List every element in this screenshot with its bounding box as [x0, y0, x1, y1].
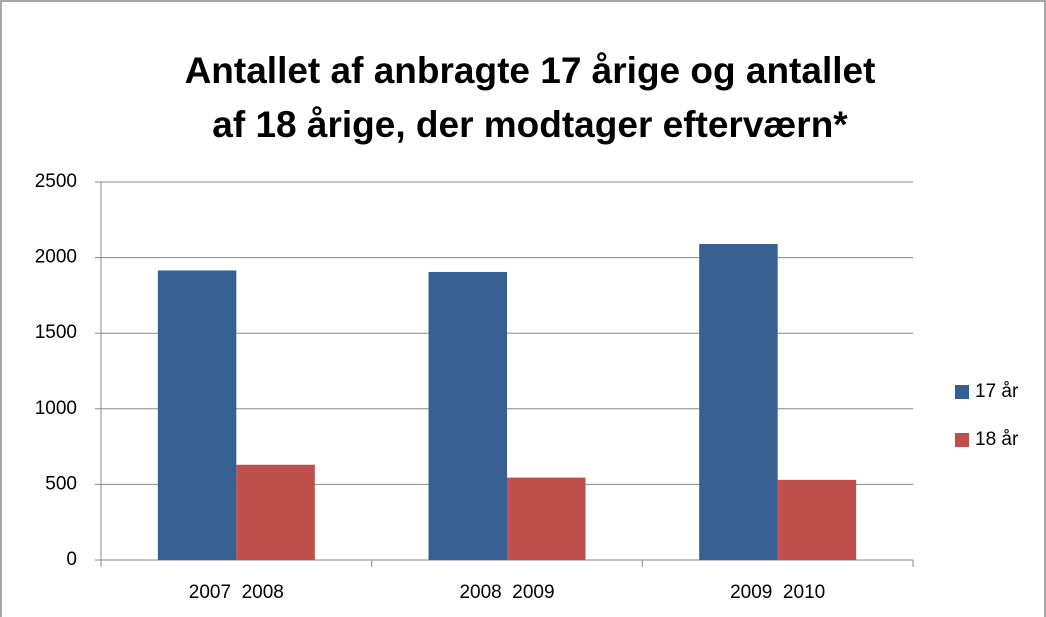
y-tick-label: 500 [45, 473, 77, 494]
bar [777, 479, 857, 560]
bar [428, 271, 507, 560]
bar [699, 243, 778, 560]
y-tick-label: 1000 [35, 398, 77, 419]
bar [157, 270, 237, 560]
chart-title: af 18 årige, der modtager efterværn* [212, 104, 848, 145]
bar [236, 464, 315, 560]
legend-label: 18 år [975, 429, 1019, 450]
legend-swatch [955, 433, 969, 447]
x-tick-label: 2008 2009 [459, 582, 554, 603]
x-tick-label: 2009 2010 [730, 582, 825, 603]
y-tick-label: 2000 [35, 247, 77, 268]
y-tick-label: 2500 [35, 171, 77, 192]
legend-label: 17 år [975, 381, 1019, 402]
y-tick-label: 1500 [35, 322, 77, 343]
bar [507, 477, 586, 560]
x-tick-label: 2007 2008 [189, 582, 284, 603]
chart-title: Antallet af anbragte 17 årige og antalle… [185, 50, 876, 91]
legend-swatch [955, 385, 969, 399]
y-tick-label: 0 [66, 549, 77, 570]
